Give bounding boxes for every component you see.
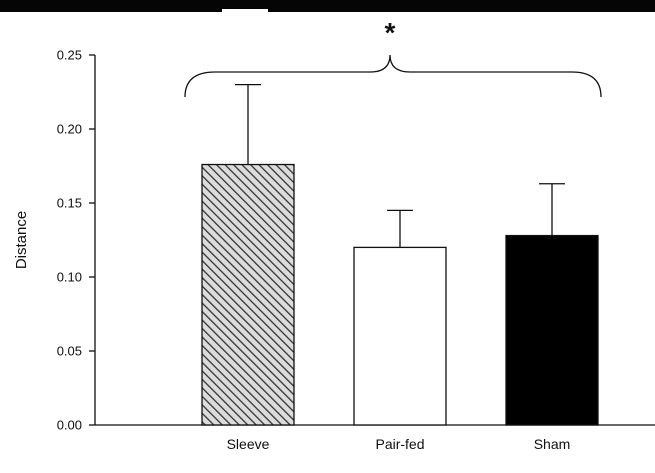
significance-star: * [385,17,396,48]
y-tick-label: 0.25 [57,48,82,63]
y-tick-label: 0.05 [57,344,82,359]
y-axis-title: Distance [13,211,30,269]
y-tick-label: 0.00 [57,418,82,433]
bar-sleeve [201,163,295,426]
x-tick-label: Sleeve [227,436,270,452]
y-tick-label: 0.10 [57,270,82,285]
top-bar [0,0,655,12]
y-tick-label: 0.15 [57,196,82,211]
x-tick-label: Pair-fed [375,436,424,452]
significance-bracket [184,54,602,98]
bars: Sleeve Pair-fed Sham [201,83,599,452]
bar-sham [505,234,599,426]
bar-pair-fed [353,246,447,426]
y-ticks: 0.00 0.05 0.10 0.15 0.20 0.25 [57,48,95,433]
y-tick-label: 0.20 [57,122,82,137]
x-tick-label: Sham [534,436,571,452]
top-bar-tab [222,9,268,13]
